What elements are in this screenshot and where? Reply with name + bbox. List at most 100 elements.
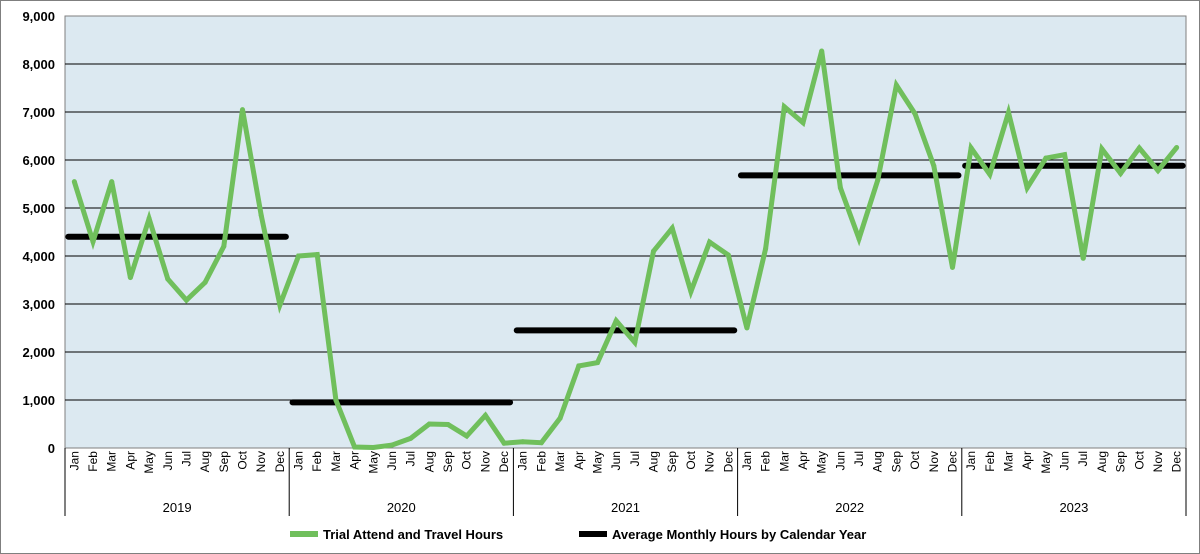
data-point [90,239,96,245]
data-point [725,252,731,258]
x-tick-label-month: Jun [833,451,847,470]
x-tick-label-month: Sep [1114,451,1128,473]
data-point [613,318,619,324]
data-point [912,111,918,117]
x-tick-label-month: Oct [460,450,474,469]
data-point [893,82,899,88]
x-tick-label-month: Sep [665,451,679,473]
data-point [1080,255,1086,261]
x-tick-label-month: Feb [534,451,548,472]
x-tick-label-month: Nov [478,451,492,472]
x-tick-label-month: May [1039,451,1053,474]
x-tick-label-month: Oct [908,450,922,469]
data-point [1043,155,1049,161]
x-tick-label-month: May [590,451,604,474]
data-point [71,179,77,185]
x-tick-label-month: Jul [404,451,418,466]
data-point [333,397,339,403]
plot-area [64,15,1187,449]
data-point [277,302,283,308]
data-point [482,412,488,418]
data-point [931,163,937,169]
legend-label-trial-hours: Trial Attend and Travel Hours [323,527,503,542]
y-tick-label: 9,000 [22,9,55,24]
data-point [744,325,750,331]
data-point [557,415,563,421]
x-tick-label-month: Jun [385,451,399,470]
x-tick-label-year: 2020 [387,500,416,515]
data-point [651,248,657,254]
x-tick-label-month: Feb [983,451,997,472]
data-point [183,297,189,303]
x-tick-label-month: Mar [1002,451,1016,472]
data-point [296,253,302,259]
x-tick-label-month: Oct [235,450,249,469]
x-tick-label-month: Nov [927,451,941,472]
data-point [707,239,713,245]
x-tick-label-year: 2019 [163,500,192,515]
x-tick-label-month: Mar [329,451,343,472]
data-point [239,107,245,113]
data-point [688,289,694,295]
data-point [445,421,451,427]
data-point [426,421,432,427]
x-tick-label-month: Apr [348,451,362,470]
x-tick-label-month: May [366,451,380,474]
x-tick-label-month: Aug [1095,451,1109,472]
y-tick-label: 8,000 [22,57,55,72]
data-point [1006,109,1012,115]
data-point [763,246,769,252]
x-tick-label-month: Nov [1151,451,1165,472]
data-point [109,179,115,185]
data-point [987,171,993,177]
y-tick-label: 3,000 [22,297,55,312]
series-group [65,48,1186,451]
data-point [146,216,152,222]
x-tick-label-month: Dec [1170,451,1184,472]
x-tick-label-month: May [815,451,829,474]
x-tick-label-month: Feb [310,451,324,472]
data-point [800,120,806,126]
data-point [819,48,825,54]
data-point [594,360,600,366]
x-tick-label-year: 2021 [611,500,640,515]
x-tick-label-month: Jan [292,451,306,470]
x-tick-label-month: Apr [1020,451,1034,470]
x-tick-label-month: Jul [852,451,866,466]
data-point [576,363,582,369]
x-tick-label-month: Aug [198,451,212,472]
y-tick-label: 6,000 [22,153,55,168]
data-point [968,145,974,151]
data-point [875,177,881,183]
data-point [1174,145,1180,151]
data-point [127,275,133,281]
data-point [408,435,414,441]
x-tick-label-month: Sep [217,451,231,473]
x-tick-label-year: 2022 [835,500,864,515]
data-point [949,265,955,271]
legend: Trial Attend and Travel Hours Average Mo… [290,527,866,542]
x-tick-label-month: Jun [1058,451,1072,470]
data-point [632,339,638,345]
x-tick-label-month: Jun [609,451,623,470]
data-point [520,439,526,445]
x-tick-label-month: May [142,451,156,474]
data-point [258,212,264,218]
x-tick-label-month: Jan [67,451,81,470]
x-tick-label-year: 2023 [1059,500,1088,515]
y-axis-ticks: 0 1,000 2,000 3,000 4,000 5,000 6,000 7,000 8,00… [22,9,55,456]
x-tick-label-month: Mar [777,451,791,472]
x-tick-label-month: Aug [647,451,661,472]
x-tick-label-month: Nov [254,451,268,472]
x-tick-label-month: Nov [703,451,717,472]
x-tick-label-month: Apr [123,451,137,470]
data-point [1136,145,1142,151]
x-tick-label-month: Apr [572,451,586,470]
x-tick-label-month: Feb [86,451,100,472]
y-tick-label: 4,000 [22,249,55,264]
data-point [464,433,470,439]
data-point [1099,146,1105,152]
data-point [781,104,787,110]
x-tick-label-month: Oct [684,450,698,469]
